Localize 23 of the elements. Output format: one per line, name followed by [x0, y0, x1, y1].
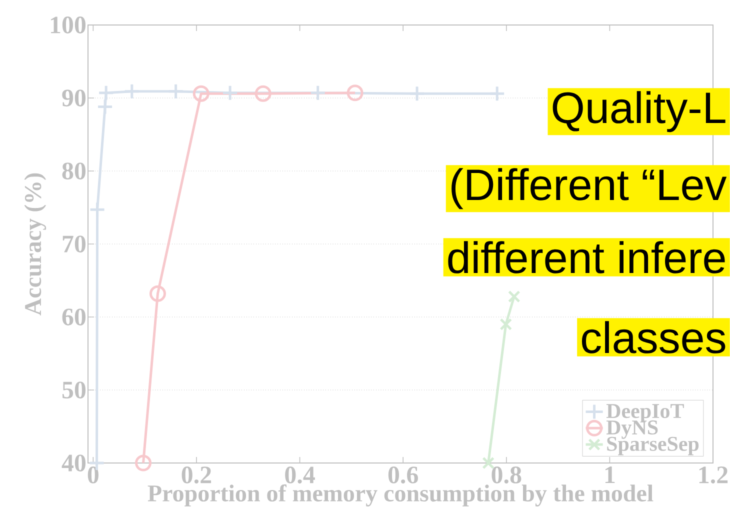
annotation: classes [582, 321, 726, 354]
legend-label: DeepIoT [606, 404, 684, 422]
y-axis-title: Accuracy (%) [24, 173, 46, 316]
y-tick-label: 90 [62, 90, 86, 106]
y-tick-label: 70 [62, 236, 86, 252]
y-tick-label: 100 [50, 16, 86, 34]
y-tick-label: 80 [62, 162, 86, 180]
x-tick-label: 0.4 [285, 466, 315, 484]
y-tick-label: 50 [62, 382, 86, 398]
x-tick-label: 1.2 [699, 466, 728, 484]
x-tick-label: 0.6 [388, 466, 418, 484]
annotation: Quality-L [552, 91, 726, 132]
legend-label: DyNS [606, 420, 658, 439]
annotation: different infere [448, 241, 725, 274]
x-tick-label: 0 [88, 466, 98, 484]
annotation: (Different “Lev [452, 168, 727, 210]
y-tick-label: 40 [62, 454, 86, 472]
x-tick-label: 0.8 [492, 466, 522, 484]
x-tick-label: 0.2 [182, 466, 212, 484]
x-axis-title: Proportion of memory consumption by the model [148, 484, 654, 506]
legend-label: SparseSep [607, 436, 699, 456]
y-tick-label: 60 [62, 308, 86, 326]
x-tick-label: 1 [605, 466, 615, 484]
